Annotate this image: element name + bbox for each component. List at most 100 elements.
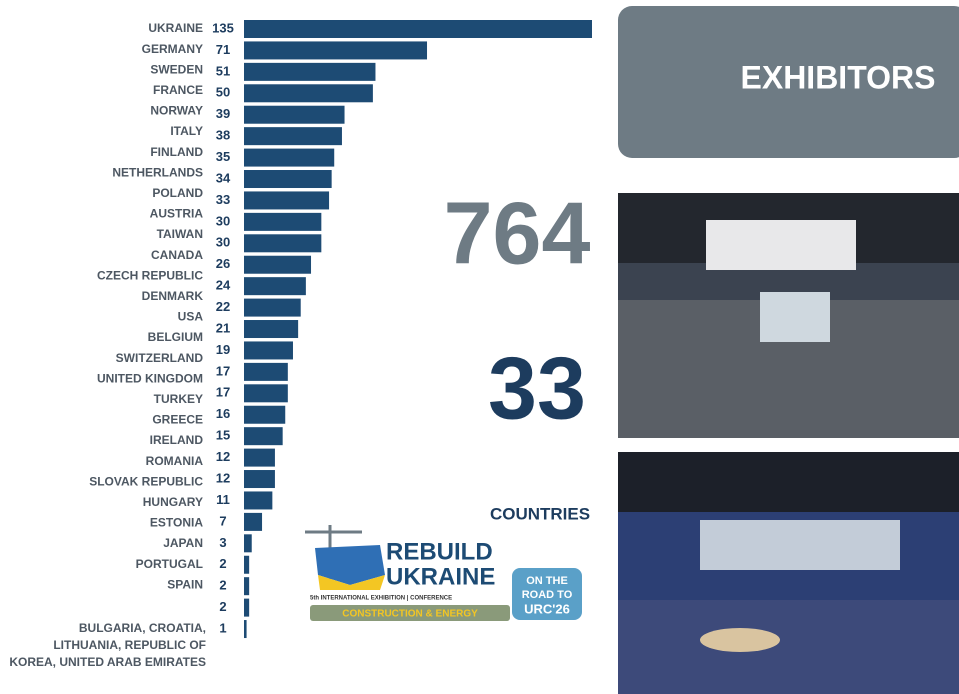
- bar: [244, 298, 301, 317]
- category-label: POLAND: [152, 186, 203, 200]
- logo-subtitle: 5th INTERNATIONAL EXHIBITION | CONFERENC…: [310, 596, 452, 602]
- bar: [244, 534, 252, 553]
- value-label: 1: [219, 620, 226, 635]
- category-label: ESTONIA: [150, 516, 203, 530]
- value-label: 35: [216, 149, 230, 164]
- category-label: FRANCE: [153, 83, 203, 97]
- bar: [244, 41, 428, 60]
- category-label: SWITZERLAND: [116, 351, 204, 365]
- value-label: 17: [216, 385, 230, 400]
- bar: [244, 255, 312, 274]
- category-label: ITALY: [170, 124, 203, 138]
- bar: [244, 320, 299, 339]
- bar: [244, 234, 322, 253]
- title-panel: [618, 6, 959, 158]
- category-label: ROMANIA: [146, 454, 204, 468]
- photo-stands: [618, 452, 959, 694]
- value-label: 135: [212, 20, 234, 35]
- category-label: GERMANY: [142, 42, 203, 56]
- logo-line2: UKRAINE: [386, 563, 495, 590]
- value-label: 38: [216, 128, 230, 143]
- category-label: UKRAINE: [148, 21, 203, 35]
- bar: [244, 491, 273, 510]
- category-label: TURKEY: [154, 392, 203, 406]
- category-label: TAIWAN: [157, 227, 203, 241]
- value-label: 12: [216, 470, 230, 485]
- value-label: 2: [219, 599, 226, 614]
- category-label: UNITED KINGDOM: [97, 371, 203, 385]
- category-label: CANADA: [151, 248, 203, 262]
- value-label: 33: [216, 192, 230, 207]
- category-label: NORWAY: [150, 104, 203, 118]
- bar: [244, 191, 330, 210]
- category-label: JAPAN: [163, 536, 203, 550]
- value-label: 51: [216, 63, 230, 78]
- exhibitors-total: 764: [444, 183, 591, 282]
- value-label: 7: [219, 513, 226, 528]
- value-label: 71: [216, 42, 230, 57]
- value-label: 2: [219, 556, 226, 571]
- value-label: 34: [216, 170, 231, 185]
- value-label: 19: [216, 342, 230, 357]
- category-label: FINLAND: [150, 145, 203, 159]
- category-label: PORTUGAL: [136, 557, 203, 571]
- bar: [244, 362, 288, 381]
- category-label: SWEDEN: [150, 62, 203, 76]
- countries-label: COUNTRIES: [490, 504, 590, 523]
- bar: [244, 84, 373, 103]
- value-label: 3: [219, 535, 226, 550]
- value-label: 30: [216, 235, 230, 250]
- category-label: NETHERLANDS: [112, 165, 203, 179]
- bar: [244, 448, 275, 467]
- photo-hall: [618, 193, 959, 438]
- bar: [244, 384, 288, 403]
- category-label: DENMARK: [142, 289, 204, 303]
- bar: [244, 277, 306, 296]
- category-label: SPAIN: [167, 577, 203, 591]
- bar: [244, 470, 275, 489]
- value-label: 24: [216, 278, 231, 293]
- countries-total: 33: [488, 338, 586, 437]
- value-label: 50: [216, 85, 230, 100]
- category-label: BELGIUM: [148, 330, 203, 344]
- bar: [244, 620, 247, 639]
- value-label: 21: [216, 320, 230, 335]
- bar: [244, 427, 283, 446]
- bar: [244, 148, 335, 167]
- panel-title: EXHIBITORS: [741, 59, 936, 95]
- value-label: 11: [216, 492, 230, 507]
- logo-badge: URC'26: [524, 601, 570, 616]
- bar: [244, 170, 332, 189]
- bar: [244, 20, 592, 38]
- value-label: 15: [216, 428, 230, 443]
- value-label: 39: [216, 106, 230, 121]
- bar: [244, 341, 293, 360]
- logo: REBUILD UKRAINE 5th INTERNATIONAL EXHIBI…: [305, 525, 582, 621]
- bar: [244, 62, 376, 81]
- category-label: SLOVAK REPUBLIC: [89, 474, 203, 488]
- bar: [244, 212, 322, 231]
- value-label: 30: [216, 213, 230, 228]
- category-label: IRELAND: [150, 433, 204, 447]
- value-label: 26: [216, 256, 230, 271]
- category-label: CZECH REPUBLIC: [97, 268, 203, 282]
- category-label: HUNGARY: [143, 495, 203, 509]
- category-label: GREECE: [152, 413, 203, 427]
- bar: [244, 577, 250, 596]
- logo-theme: CONSTRUCTION & ENERGY: [342, 609, 478, 620]
- bar: [244, 598, 250, 617]
- value-label: 2: [219, 578, 226, 593]
- value-label: 17: [216, 363, 230, 378]
- value-label: 22: [216, 299, 230, 314]
- value-label: 12: [216, 449, 230, 464]
- category-label: USA: [178, 310, 204, 324]
- logo-badge: ROAD TO: [522, 589, 573, 601]
- value-label: 16: [216, 406, 230, 421]
- logo-badge: ON THE: [526, 575, 568, 587]
- bar: [244, 512, 263, 531]
- bar: [244, 555, 250, 574]
- category-label: BULGARIA, CROATIA, LITHUANIA, REPUBLIC OF…: [9, 621, 206, 669]
- bar: [244, 405, 286, 424]
- category-label: AUSTRIA: [150, 207, 204, 221]
